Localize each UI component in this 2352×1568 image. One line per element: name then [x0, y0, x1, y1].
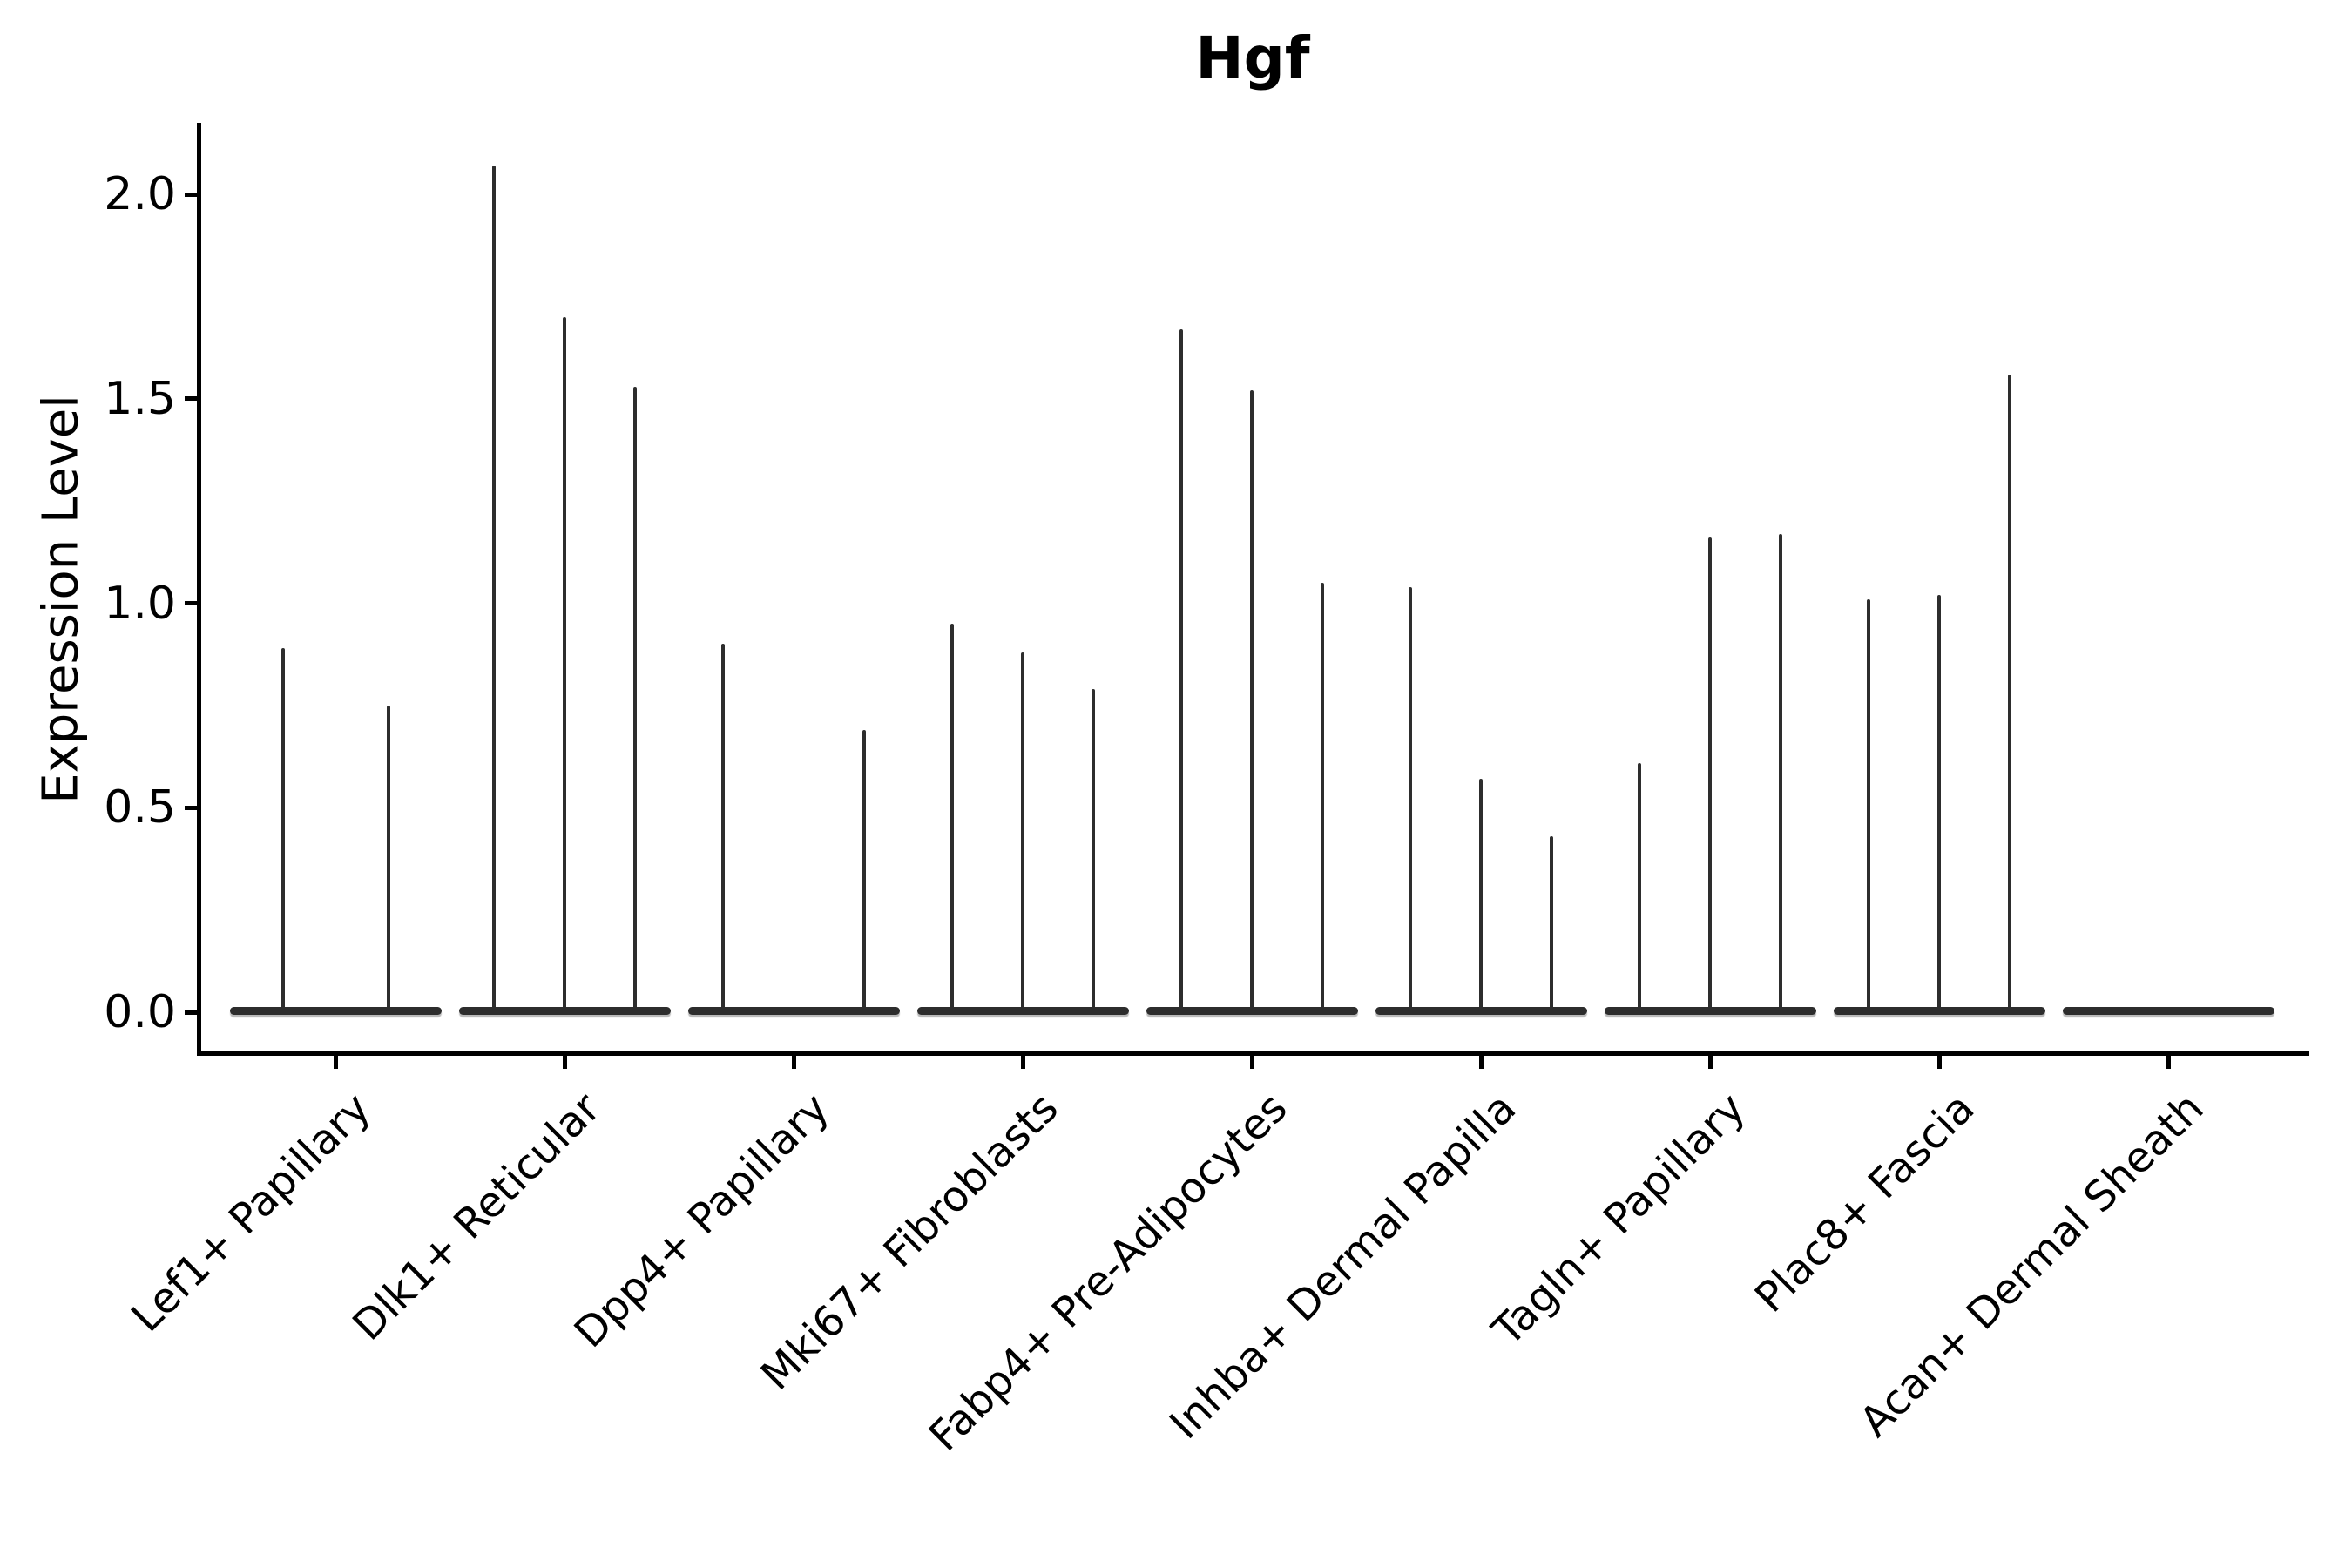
x-tick-label: Dlk1+ Reticular [342, 1084, 610, 1350]
x-tick [1707, 1056, 1713, 1069]
y-tick-label: 0.5 [104, 781, 176, 835]
y-tick [185, 601, 198, 605]
violin-spike [1779, 533, 1782, 1012]
violin-spike [386, 705, 390, 1012]
violin-spike [1409, 586, 1412, 1012]
x-tick [333, 1056, 338, 1069]
x-tick-label: Dpp4+ Papillary [564, 1084, 839, 1358]
y-tick [185, 805, 198, 810]
x-tick [1020, 1056, 1025, 1069]
chart-title: Hgf [1195, 24, 1310, 91]
violin-spike [862, 730, 866, 1012]
violin-spike [721, 644, 725, 1012]
violin-spike [1321, 583, 1324, 1012]
violin-baseline [229, 1007, 442, 1015]
y-tick-label: 0.0 [104, 986, 176, 1038]
x-tick [1249, 1056, 1254, 1069]
y-axis-spine [197, 123, 201, 1056]
violin-baseline [687, 1007, 900, 1015]
x-tick [1936, 1056, 1942, 1069]
x-tick-label: Lef1+ Papillary [122, 1084, 381, 1342]
x-tick [1478, 1056, 1484, 1069]
violin-spike [1092, 689, 1095, 1012]
violin-spike [1021, 652, 1024, 1012]
violin-spike [950, 623, 954, 1012]
x-tick [2166, 1056, 2171, 1069]
violin-spike [492, 166, 496, 1012]
violin-spike [1250, 390, 1254, 1012]
x-tick-label: Tagln+ Papillary [1483, 1084, 1755, 1355]
violin-spike [633, 386, 637, 1012]
violin-spike [1708, 537, 1712, 1012]
violin-spike [1867, 598, 1870, 1012]
violin-spike [280, 648, 285, 1012]
y-tick-label: 2.0 [104, 168, 176, 220]
violin-spike [1638, 762, 1641, 1012]
violin-spike [1937, 595, 1941, 1012]
violin-spike [1479, 779, 1483, 1012]
violin-spike [1179, 328, 1183, 1012]
y-tick [185, 192, 198, 197]
y-tick [185, 1010, 198, 1015]
x-tick [791, 1056, 796, 1069]
x-tick [562, 1056, 567, 1069]
violin-spike [1550, 836, 1553, 1012]
x-axis-spine [197, 1051, 2309, 1056]
x-tick-label: Plac8+ Fascia [1746, 1084, 1984, 1322]
violin-baseline [2062, 1007, 2274, 1015]
y-tick-label: 1.5 [104, 372, 176, 425]
y-tick-label: 1.0 [104, 577, 176, 630]
y-axis-label: Expression Level [32, 395, 90, 804]
violin-spike [2008, 374, 2011, 1012]
violin-spike [563, 316, 566, 1012]
y-tick [185, 396, 198, 402]
